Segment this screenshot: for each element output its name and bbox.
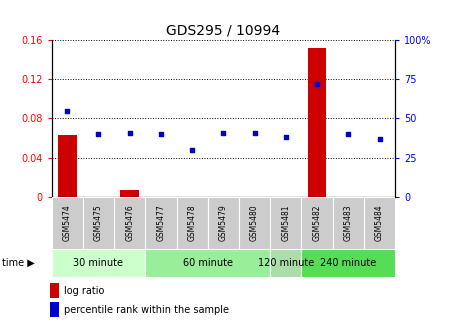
Bar [83,197,114,249]
Bar [145,249,270,277]
Text: GSM5484: GSM5484 [375,204,384,241]
Bar [208,197,239,249]
Bar [89,197,108,204]
Text: percentile rank within the sample: percentile rank within the sample [64,304,229,314]
Point [126,130,133,135]
Point [251,130,258,135]
Bar [339,197,358,202]
Point [189,147,196,153]
Point [345,131,352,137]
Title: GDS295 / 10994: GDS295 / 10994 [166,24,281,38]
Bar [114,197,145,249]
Bar [152,197,170,205]
Point [220,130,227,135]
Text: 240 minute: 240 minute [320,258,376,268]
Bar [301,197,333,249]
Bar [370,197,389,201]
Bar [176,197,208,249]
Point [64,108,71,113]
Text: GSM5475: GSM5475 [94,204,103,241]
Bar [245,197,264,200]
Bar [50,283,58,298]
Bar [52,197,83,249]
Text: GSM5483: GSM5483 [344,204,353,241]
Bar [120,190,139,197]
Point [313,81,321,87]
Text: GSM5480: GSM5480 [250,204,259,241]
Point [157,131,164,137]
Text: GSM5477: GSM5477 [156,204,165,241]
Bar [214,197,233,201]
Text: GSM5479: GSM5479 [219,204,228,241]
Text: log ratio: log ratio [64,286,104,296]
Point [376,136,383,141]
Bar [333,197,364,249]
Point [282,134,290,140]
Text: time ▶: time ▶ [2,258,35,268]
Text: GSM5481: GSM5481 [282,204,291,241]
Bar [308,48,326,197]
Text: GSM5476: GSM5476 [125,204,134,241]
Text: GSM5482: GSM5482 [313,204,321,241]
Text: GSM5478: GSM5478 [188,204,197,241]
Bar [58,135,77,197]
Point [95,131,102,137]
Text: 120 minute: 120 minute [258,258,314,268]
Bar [364,197,395,249]
Bar [50,302,58,317]
Bar [301,249,395,277]
Text: 60 minute: 60 minute [183,258,233,268]
Bar [145,197,176,249]
Text: 30 minute: 30 minute [74,258,123,268]
Bar [270,197,301,249]
Text: GSM5474: GSM5474 [63,204,72,241]
Bar [270,249,301,277]
Bar [52,249,145,277]
Bar [239,197,270,249]
Bar [183,197,202,202]
Bar [277,197,295,200]
